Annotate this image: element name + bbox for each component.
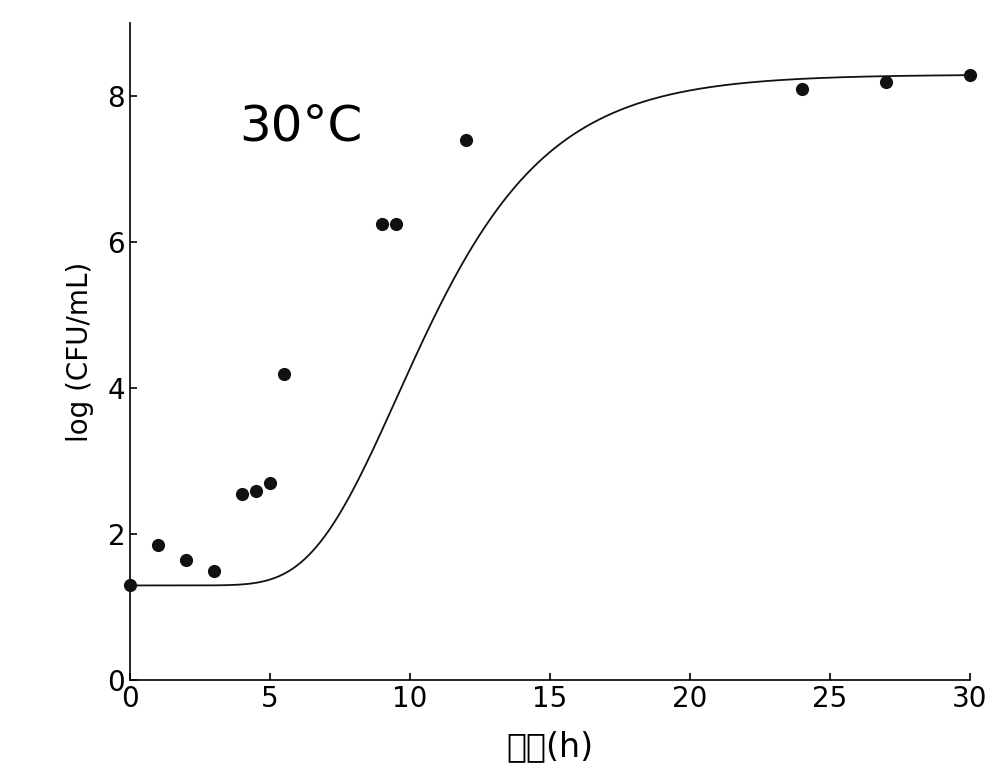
X-axis label: 时间(h): 时间(h): [506, 730, 594, 763]
Point: [388, 218, 404, 231]
Point: [206, 565, 222, 577]
Point: [962, 68, 978, 81]
Y-axis label: log (CFU/mL): log (CFU/mL): [66, 262, 94, 442]
Point: [458, 134, 474, 146]
Text: 30°C: 30°C: [239, 102, 363, 150]
Point: [248, 484, 264, 497]
Point: [234, 488, 250, 500]
Point: [374, 218, 390, 231]
Point: [794, 83, 810, 95]
Point: [122, 579, 138, 592]
Point: [878, 76, 894, 88]
Point: [262, 477, 278, 490]
Point: [276, 368, 292, 380]
Point: [178, 554, 194, 566]
Point: [150, 539, 166, 551]
